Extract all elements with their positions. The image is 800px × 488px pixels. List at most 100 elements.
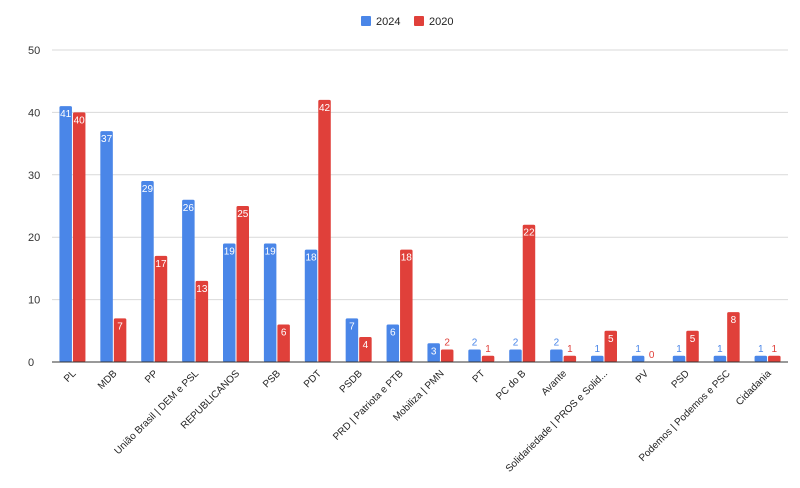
bar-2024-15 [672,355,686,362]
data-label-2024-5: 19 [265,246,277,257]
x-tick-label: PT [471,368,488,385]
data-label-2020-16: 8 [731,315,737,326]
y-tick-label: 0 [28,357,34,369]
bar-2024-3 [182,199,195,362]
bar-2020-5 [277,324,290,362]
x-tick-label: MDB [96,368,120,392]
data-label-2020-11: 22 [523,228,535,239]
bar-2024-2 [141,181,154,362]
x-tick-label: PSB [261,368,283,390]
data-label-2024-10: 2 [472,338,478,349]
data-label-2020-6: 42 [319,103,331,114]
data-label-2024-8: 6 [390,328,396,339]
x-tick-label: PV [634,368,651,385]
bar-2024-5 [263,243,277,362]
bar-2020-12 [563,355,577,362]
bar-2024-12 [550,349,563,362]
data-label-2024-12: 2 [554,338,560,349]
bar-2020-0 [72,112,86,363]
y-axis: 0 10 20 30 40 50 [28,45,40,369]
bar-2024-1 [100,131,113,362]
legend: 2024 2020 [361,16,453,28]
data-label-2020-10: 1 [485,344,491,355]
data-label-2020-1: 7 [117,321,123,332]
bar-2020-6 [318,99,331,363]
bar-2020-13 [604,330,617,362]
bar-2024-8 [386,324,400,362]
data-label-2024-17: 1 [758,344,764,355]
bar-2020-17 [768,355,781,362]
bar-2020-4 [236,206,249,362]
x-tick-label: PRD | Patriota e PTB [331,368,406,443]
bar-2024-4 [223,243,236,362]
bar-2020-1 [113,318,127,362]
x-tick-label: PSD [670,368,692,390]
bar-2020-15 [686,330,699,362]
data-label-2020-8: 18 [401,253,413,264]
legend-swatch-2024 [361,16,371,26]
y-tick-label: 40 [28,107,40,119]
bar-2024-13 [591,355,604,362]
x-tick-label: União Brasil | DEM e PSL [113,368,202,457]
data-label-2020-0: 40 [74,115,86,126]
bar-2024-14 [631,355,645,362]
data-label-2024-6: 18 [305,253,317,264]
data-label-2024-3: 26 [183,203,195,214]
data-label-2020-13: 5 [608,334,614,345]
bar-2024-0 [59,106,72,362]
bars [59,99,781,363]
x-tick-label: Avante [540,368,570,398]
data-label-2024-13: 1 [594,344,600,355]
bar-2024-17 [754,355,768,362]
data-label-2020-5: 6 [281,328,287,339]
data-label-2024-7: 7 [349,321,355,332]
data-label-2024-11: 2 [513,338,519,349]
data-label-2020-15: 5 [690,334,696,345]
bar-2020-11 [522,224,536,362]
data-label-2024-2: 29 [142,184,154,195]
bar-2020-9 [440,349,454,362]
data-label-2024-4: 19 [224,246,236,257]
x-tick-label: PP [143,368,160,385]
data-label-2020-12: 1 [567,344,573,355]
x-tick-label: Cidadania [734,368,774,408]
data-label-2020-7: 4 [363,340,369,351]
y-tick-label: 20 [28,232,40,244]
bar-2020-10 [481,355,495,362]
bar-2024-6 [304,249,318,362]
data-label-2024-1: 37 [101,134,113,145]
data-label-2020-3: 13 [196,284,208,295]
x-tick-label: PC do B [494,368,528,402]
data-label-2024-9: 3 [431,346,437,357]
data-label-2024-15: 1 [676,344,682,355]
bar-2020-2 [154,255,168,362]
data-label-2024-0: 41 [60,109,72,120]
bar-2024-10 [468,349,481,362]
bar-2020-16 [727,312,740,362]
data-label-2020-2: 17 [155,259,167,270]
bar-2024-11 [509,349,522,362]
legend-label-2020: 2020 [429,16,453,28]
gridlines [52,49,788,301]
data-label-2020-17: 1 [772,344,778,355]
y-tick-label: 10 [28,295,40,307]
legend-label-2024: 2024 [376,16,400,28]
legend-swatch-2020 [414,16,424,26]
data-label-2020-14: 0 [649,350,655,361]
bar-2020-8 [400,249,413,362]
bar-2024-7 [345,318,359,362]
data-label-2020-4: 25 [237,209,249,220]
bar-2020-3 [195,280,209,362]
data-label-2024-14: 1 [635,344,641,355]
x-tick-label: PL [62,368,79,385]
bar-2024-9 [427,343,440,362]
y-tick-label: 30 [28,170,40,182]
data-label-2020-9: 2 [444,338,450,349]
x-tick-label: PDT [302,368,324,390]
y-tick-label: 50 [28,45,40,57]
data-label-2024-16: 1 [717,344,723,355]
x-tick-label: PSDB [338,368,365,395]
